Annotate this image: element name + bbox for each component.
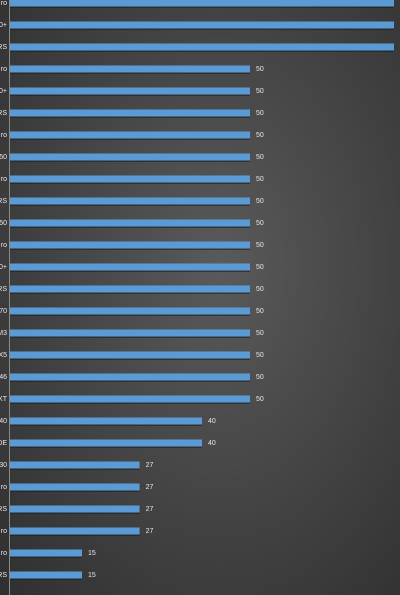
category-label: ro — [1, 0, 7, 7]
category-label: ro — [1, 550, 7, 557]
bar — [10, 43, 394, 51]
bar — [10, 65, 250, 73]
value-label: 50 — [256, 308, 264, 315]
bar — [10, 109, 250, 117]
category-label: ro — [1, 484, 7, 491]
value-label: 50 — [256, 198, 264, 205]
category-label: ro — [1, 242, 7, 249]
value-label: 15 — [88, 550, 96, 557]
value-label: 27 — [146, 506, 154, 513]
value-label: 50 — [256, 88, 264, 95]
value-label: 50 — [256, 286, 264, 293]
value-label: 50 — [256, 66, 264, 73]
category-label: 70 — [0, 308, 7, 315]
category-label: ro — [1, 176, 7, 183]
value-label: 50 — [256, 242, 264, 249]
value-label: 27 — [146, 484, 154, 491]
bar — [10, 395, 250, 403]
bar — [10, 351, 250, 359]
value-label: 40 — [208, 418, 216, 425]
bar — [10, 241, 250, 249]
value-label: 50 — [256, 176, 264, 183]
category-label: 0+ — [0, 264, 7, 271]
bar — [10, 527, 140, 535]
bar — [10, 219, 250, 227]
category-label: DE — [0, 440, 7, 447]
bar — [10, 197, 250, 205]
category-label: 50 — [0, 220, 7, 227]
bar — [10, 263, 250, 271]
category-label: ro — [1, 528, 7, 535]
bar — [10, 307, 250, 315]
bar — [10, 21, 394, 29]
value-label: 50 — [256, 132, 264, 139]
category-label: 40 — [0, 418, 7, 425]
category-label: X5 — [0, 352, 7, 359]
category-label: 30 — [0, 462, 7, 469]
bar — [10, 461, 140, 469]
bar — [10, 549, 82, 557]
value-label: 50 — [256, 352, 264, 359]
category-label: 0+ — [0, 88, 7, 95]
category-label: 50 — [0, 154, 7, 161]
bar — [10, 329, 250, 337]
bar — [10, 0, 394, 7]
value-label: 50 — [256, 110, 264, 117]
bar — [10, 175, 250, 183]
bar — [10, 417, 202, 425]
value-label: 27 — [146, 528, 154, 535]
category-label: RS — [0, 506, 7, 513]
value-label: 27 — [146, 462, 154, 469]
category-label: RS — [0, 198, 7, 205]
category-label: M3 — [0, 330, 7, 337]
category-label: ro — [1, 66, 7, 73]
value-label: 15 — [88, 572, 96, 579]
value-label: 50 — [256, 396, 264, 403]
value-label: 50 — [256, 330, 264, 337]
bar — [10, 373, 250, 381]
value-label: 50 — [256, 154, 264, 161]
bar — [10, 439, 202, 447]
category-label: RS — [0, 572, 7, 579]
category-label: 46 — [0, 374, 7, 381]
value-label: 50 — [256, 374, 264, 381]
category-label: RS — [0, 44, 7, 51]
bar — [10, 571, 82, 579]
value-label: 50 — [256, 264, 264, 271]
bar — [10, 285, 250, 293]
value-label: 40 — [208, 440, 216, 447]
category-label: 0+ — [0, 22, 7, 29]
bar — [10, 505, 140, 513]
bar — [10, 483, 140, 491]
category-label: XT — [0, 396, 8, 403]
bar — [10, 153, 250, 161]
bar — [10, 131, 250, 139]
bar — [10, 87, 250, 95]
category-label: RS — [0, 286, 7, 293]
value-label: 50 — [256, 220, 264, 227]
category-label: ro — [1, 132, 7, 139]
category-label: RS — [0, 110, 7, 117]
